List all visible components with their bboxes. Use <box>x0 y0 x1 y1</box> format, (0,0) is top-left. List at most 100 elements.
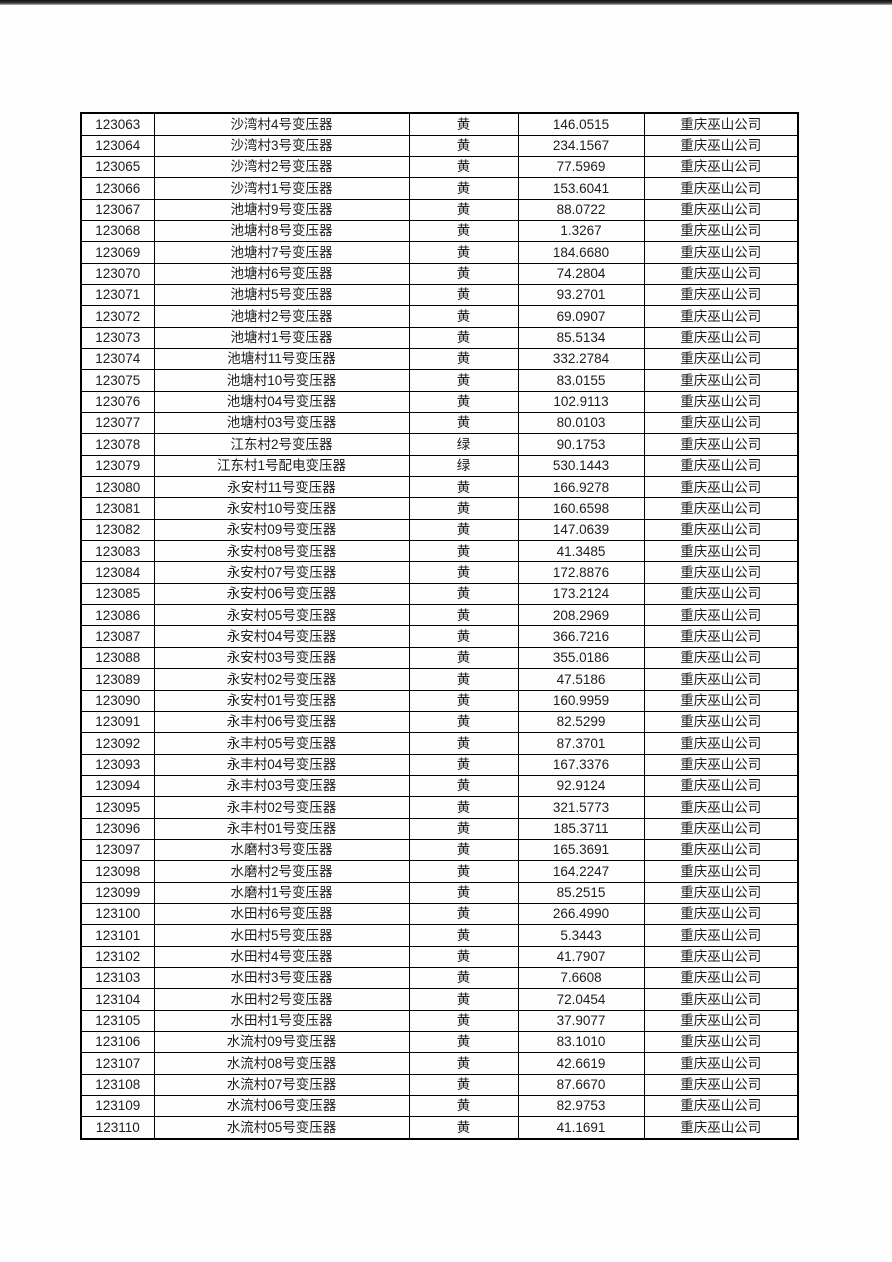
company-cell: 重庆巫山公司 <box>643 561 799 584</box>
color-label-cell: 黄 <box>408 198 519 221</box>
transformer-name-cell: 永丰村01号变压器 <box>153 817 410 840</box>
value-cell: 83.1010 <box>517 1031 645 1054</box>
transformer-name-cell: 池塘村8号变压器 <box>153 219 410 243</box>
transformer-name-cell: 沙湾村4号变压器 <box>153 112 410 136</box>
transformer-name-cell: 池塘村6号变压器 <box>153 262 410 285</box>
color-label-cell: 黄 <box>408 988 519 1011</box>
value-cell: 164.2247 <box>517 860 645 883</box>
company-cell: 重庆巫山公司 <box>643 283 799 307</box>
color-label-cell: 黄 <box>408 966 519 990</box>
value-cell: 184.6680 <box>517 241 645 264</box>
color-label-cell: 黄 <box>408 881 519 904</box>
color-label-cell: 黄 <box>408 540 519 563</box>
value-cell: 165.3691 <box>517 838 645 862</box>
company-cell: 重庆巫山公司 <box>643 924 799 947</box>
record-id-cell: 123095 <box>80 796 155 819</box>
value-cell: 530.1443 <box>517 454 645 478</box>
record-id-cell: 123067 <box>80 198 155 221</box>
value-cell: 173.2124 <box>517 582 645 606</box>
transformer-name-cell: 永安村09号变压器 <box>153 518 410 542</box>
record-id-cell: 123092 <box>80 732 155 755</box>
table-row: 123089 永安村02号变压器黄 47.5186 重庆巫山公司 <box>80 668 799 691</box>
record-id-cell: 123076 <box>80 390 155 414</box>
value-cell: 7.6608 <box>517 966 645 990</box>
transformer-name-cell: 永丰村03号变压器 <box>153 774 410 798</box>
record-id-cell: 123070 <box>80 262 155 285</box>
company-cell: 重庆巫山公司 <box>643 625 799 648</box>
value-cell: 41.3485 <box>517 540 645 563</box>
transformer-name-cell: 水磨村2号变压器 <box>153 860 410 883</box>
company-cell: 重庆巫山公司 <box>643 860 799 883</box>
record-id-cell: 123108 <box>80 1073 155 1097</box>
color-label-cell: 黄 <box>408 326 519 350</box>
transformer-name-cell: 池塘村9号变压器 <box>153 198 410 221</box>
transformer-name-cell: 永丰村05号变压器 <box>153 732 410 755</box>
record-id-cell: 123107 <box>80 1052 155 1075</box>
table-row: 123107 水流村08号变压器黄 42.6619 重庆巫山公司 <box>80 1052 799 1075</box>
table-row: 123066 沙湾村1号变压器黄 153.6041 重庆巫山公司 <box>80 177 799 200</box>
table-row: 123067 池塘村9号变压器黄 88.0722 重庆巫山公司 <box>80 198 799 221</box>
transformer-name-cell: 水流村06号变压器 <box>153 1095 410 1118</box>
company-cell: 重庆巫山公司 <box>643 1073 799 1097</box>
color-label-cell: 黄 <box>408 497 519 520</box>
transformer-name-cell: 永安村06号变压器 <box>153 582 410 606</box>
value-cell: 366.7216 <box>517 625 645 648</box>
company-cell: 重庆巫山公司 <box>643 902 799 926</box>
table-row: 123097 水磨村3号变压器黄 165.3691 重庆巫山公司 <box>80 838 799 862</box>
record-id-cell: 123094 <box>80 774 155 798</box>
value-cell: 42.6619 <box>517 1052 645 1075</box>
table-row: 123083 永安村08号变压器黄 41.3485 重庆巫山公司 <box>80 540 799 563</box>
record-id-cell: 123072 <box>80 305 155 328</box>
value-cell: 85.2515 <box>517 881 645 904</box>
value-cell: 1.3267 <box>517 219 645 243</box>
table-row: 123078 江东村2号变压器绿 90.1753 重庆巫山公司 <box>80 433 799 456</box>
color-label-cell: 绿 <box>408 433 519 456</box>
company-cell: 重庆巫山公司 <box>643 326 799 350</box>
transformer-name-cell: 池塘村1号变压器 <box>153 326 410 350</box>
value-cell: 160.9959 <box>517 689 645 712</box>
value-cell: 185.3711 <box>517 817 645 840</box>
record-id-cell: 123100 <box>80 902 155 926</box>
color-label-cell: 黄 <box>408 1052 519 1075</box>
record-id-cell: 123097 <box>80 838 155 862</box>
color-label-cell: 黄 <box>408 774 519 798</box>
record-id-cell: 123075 <box>80 369 155 392</box>
record-id-cell: 123096 <box>80 817 155 840</box>
table-row: 123076 池塘村04号变压器黄 102.9113 重庆巫山公司 <box>80 390 799 414</box>
table-row: 123075 池塘村10号变压器黄 83.0155 重庆巫山公司 <box>80 369 799 392</box>
record-id-cell: 123110 <box>80 1116 155 1140</box>
color-label-cell: 黄 <box>408 369 519 392</box>
transformer-name-cell: 池塘村2号变压器 <box>153 305 410 328</box>
table-row: 123104 水田村2号变压器黄 72.0454 重庆巫山公司 <box>80 988 799 1011</box>
table-row: 123094 永丰村03号变压器黄 92.9124 重庆巫山公司 <box>80 774 799 798</box>
record-id-cell: 123099 <box>80 881 155 904</box>
table-row: 123081 永安村10号变压器黄 160.6598 重庆巫山公司 <box>80 497 799 520</box>
transformer-name-cell: 水磨村3号变压器 <box>153 838 410 862</box>
transformer-name-cell: 永安村08号变压器 <box>153 540 410 563</box>
color-label-cell: 黄 <box>408 902 519 926</box>
color-label-cell: 黄 <box>408 518 519 542</box>
value-cell: 266.4990 <box>517 902 645 926</box>
color-label-cell: 黄 <box>408 1009 519 1033</box>
table-row: 123065 沙湾村2号变压器黄 77.5969 重庆巫山公司 <box>80 155 799 179</box>
table-row: 123088 永安村03号变压器黄 355.0186 重庆巫山公司 <box>80 646 799 670</box>
company-cell: 重庆巫山公司 <box>643 412 799 435</box>
table-row: 123091 永丰村06号变压器黄 82.5299 重庆巫山公司 <box>80 710 799 734</box>
color-label-cell: 黄 <box>408 1031 519 1054</box>
record-id-cell: 123089 <box>80 668 155 691</box>
record-id-cell: 123109 <box>80 1095 155 1118</box>
value-cell: 41.1691 <box>517 1116 645 1140</box>
transformer-name-cell: 永安村05号变压器 <box>153 604 410 627</box>
color-label-cell: 黄 <box>408 689 519 712</box>
transformer-name-cell: 沙湾村1号变压器 <box>153 177 410 200</box>
company-cell: 重庆巫山公司 <box>643 476 799 499</box>
table-row: 123101 水田村5号变压器黄 5.3443 重庆巫山公司 <box>80 924 799 947</box>
transformer-name-cell: 水田村5号变压器 <box>153 924 410 947</box>
document-page: 123063 沙湾村4号变压器黄 146.0515 重庆巫山公司 123064 沙湾村3号… <box>0 5 892 1262</box>
value-cell: 87.6670 <box>517 1073 645 1097</box>
record-id-cell: 123081 <box>80 497 155 520</box>
transformer-name-cell: 水田村6号变压器 <box>153 902 410 926</box>
table-row: 123098 水磨村2号变压器黄 164.2247 重庆巫山公司 <box>80 860 799 883</box>
company-cell: 重庆巫山公司 <box>643 112 799 136</box>
record-id-cell: 123106 <box>80 1031 155 1054</box>
